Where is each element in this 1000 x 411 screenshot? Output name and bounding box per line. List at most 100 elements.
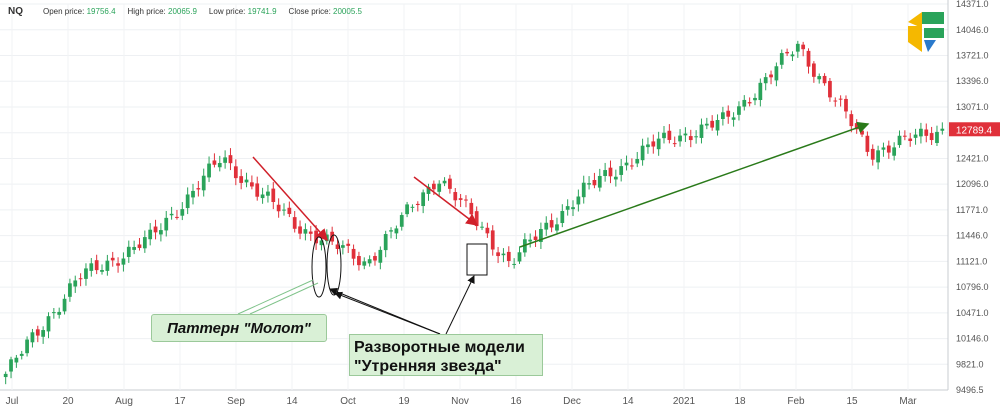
candle-body	[116, 263, 120, 266]
candle-body	[394, 228, 399, 234]
candle-body	[619, 166, 624, 175]
candle-body	[592, 179, 597, 186]
candle-body	[298, 226, 302, 234]
downtrend-arrow-1	[252, 156, 328, 242]
candle-body	[544, 222, 549, 230]
candle-body	[159, 230, 163, 235]
candle-body	[785, 51, 789, 54]
x-tick-label: Oct	[340, 396, 356, 407]
candle-body	[367, 259, 372, 264]
candle-body	[795, 43, 800, 52]
candle-body	[287, 207, 292, 214]
candle-body	[624, 162, 629, 166]
downtrend-arrow-2	[413, 176, 479, 226]
candle-body	[608, 167, 613, 177]
x-tick-label: Sep	[227, 396, 245, 407]
candle-body	[308, 231, 313, 234]
candle-body	[651, 141, 656, 147]
x-tick-label: Aug	[115, 396, 133, 407]
hammer-pattern-callout: Паттерн "Молот"	[151, 314, 327, 342]
candle-body	[678, 135, 682, 142]
candle-body	[276, 204, 281, 212]
candle-body	[431, 183, 436, 190]
candle-body	[25, 339, 29, 354]
candle-body	[415, 203, 420, 206]
candle-body	[881, 147, 886, 150]
hammer-callout-line-2	[249, 282, 319, 315]
candle-body	[560, 210, 565, 224]
candle-body	[886, 145, 891, 153]
candle-body	[710, 120, 715, 128]
candle-body	[453, 192, 458, 201]
hammer-ellipse-1	[311, 236, 327, 298]
candle-body	[587, 183, 591, 185]
brand-logo-icon	[908, 12, 944, 52]
candle-body	[902, 135, 907, 137]
candle-body	[892, 147, 897, 156]
candle-body	[389, 230, 393, 232]
candle-body	[571, 207, 575, 210]
candle-body	[84, 268, 88, 279]
candle-body	[517, 252, 522, 262]
candle-body	[228, 155, 233, 164]
candle-body	[437, 183, 442, 192]
candle-body	[672, 143, 677, 145]
candle-body	[865, 135, 870, 152]
candle-body	[148, 229, 153, 240]
candle-body	[100, 270, 104, 272]
y-tick-label: 13071.0	[956, 102, 989, 112]
candle-body	[303, 229, 308, 234]
candle-body	[699, 124, 704, 138]
candle-body	[490, 230, 495, 250]
low-label: Low price:	[208, 7, 246, 16]
candle-body	[233, 166, 238, 179]
close-label: Close price:	[288, 7, 331, 16]
candle-body	[164, 217, 169, 231]
candle-body	[35, 329, 40, 336]
candle-body	[191, 190, 195, 198]
low-value: 19741.9	[247, 7, 277, 16]
candle-body	[62, 298, 67, 312]
candle-body	[496, 252, 500, 257]
candle-body	[913, 134, 918, 138]
y-tick-label: 13721.0	[956, 51, 989, 61]
last-price-tag	[949, 122, 1000, 137]
candle-body	[335, 244, 340, 249]
candle-body	[351, 248, 356, 259]
candle-body	[207, 163, 211, 178]
last-price-label: 12789.4	[956, 125, 993, 136]
candle-body	[282, 209, 286, 211]
close-value: 20005.5	[333, 7, 362, 16]
x-tick-label: Dec	[563, 396, 581, 407]
candle-body	[292, 217, 297, 229]
x-tick-label: 17	[174, 396, 186, 407]
candle-body	[555, 224, 559, 231]
y-tick-label: 13396.0	[956, 76, 989, 86]
candle-body	[747, 102, 752, 104]
y-tick-label: 10146.0	[956, 334, 989, 344]
candle-body	[410, 206, 415, 208]
candle-body	[828, 80, 832, 98]
candle-body	[442, 180, 447, 184]
candle-body	[121, 258, 126, 265]
candle-body	[528, 239, 533, 242]
candle-body	[68, 283, 72, 297]
x-tick-label: Feb	[787, 396, 805, 407]
hammer-callout-line-1	[237, 279, 314, 315]
x-tick-label: Mar	[899, 396, 917, 407]
candle-body	[180, 209, 185, 216]
candle-body	[822, 75, 827, 84]
candle-body	[448, 178, 452, 189]
candle-body	[357, 256, 361, 266]
candle-body	[613, 176, 618, 180]
y-tick-label: 9496.5	[956, 385, 984, 395]
candle-body	[73, 280, 78, 287]
candle-body	[175, 216, 179, 218]
candle-body	[137, 244, 142, 248]
y-tick-label: 12096.0	[956, 179, 989, 189]
candle-body	[217, 162, 222, 168]
y-tick-label: 14046.0	[956, 25, 989, 35]
high-price: High price: 20065.9	[128, 7, 197, 16]
candle-body	[142, 237, 147, 249]
candle-body	[704, 123, 709, 126]
